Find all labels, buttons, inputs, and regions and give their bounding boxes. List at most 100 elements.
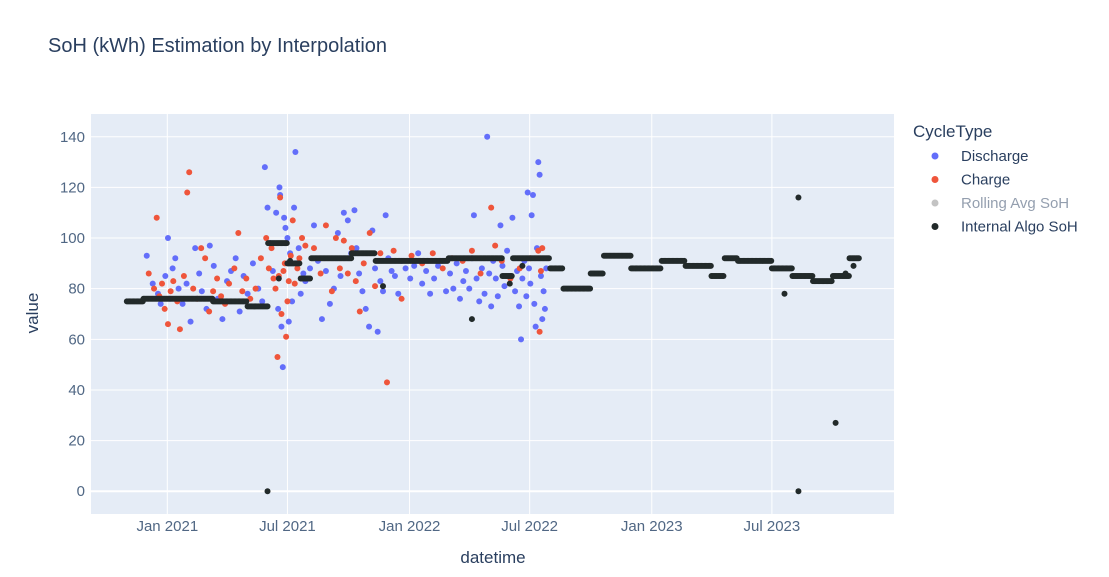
data-point xyxy=(340,237,347,244)
x-tick-labels: Jan 2021 Jul 2021 Jan 2022 Jul 2022 Jan 2023… xyxy=(136,518,800,535)
y-tick-label: 140 xyxy=(60,129,85,146)
data-point xyxy=(356,308,363,315)
data-point xyxy=(299,235,306,242)
data-point xyxy=(283,333,290,340)
data-point xyxy=(265,265,272,272)
data-point xyxy=(252,285,259,292)
data-point xyxy=(149,280,156,287)
data-point xyxy=(527,280,534,287)
data-point xyxy=(380,288,386,295)
data-point xyxy=(450,285,457,292)
data-point xyxy=(272,285,279,292)
data-point xyxy=(478,265,485,272)
data-point xyxy=(145,270,152,277)
data-point xyxy=(366,323,373,330)
data-point xyxy=(291,204,298,211)
data-point xyxy=(282,224,289,231)
y-axis-title: value xyxy=(23,293,42,334)
data-point xyxy=(249,260,256,267)
data-point xyxy=(587,285,594,292)
data-point xyxy=(239,288,246,295)
data-point xyxy=(291,280,298,287)
data-point xyxy=(832,419,839,426)
data-point xyxy=(627,252,634,259)
data-point xyxy=(402,265,409,272)
data-point xyxy=(284,298,291,305)
data-point xyxy=(360,260,367,267)
data-point xyxy=(278,311,285,317)
data-point xyxy=(509,214,516,221)
x-tick-label: Jan 2023 xyxy=(621,518,683,535)
data-point xyxy=(294,265,301,272)
data-point xyxy=(681,257,688,264)
data-point xyxy=(226,280,233,287)
data-point xyxy=(336,265,343,272)
y-tick-label: 120 xyxy=(60,179,85,196)
data-point xyxy=(183,280,190,287)
data-point xyxy=(382,212,389,219)
data-point xyxy=(362,305,369,312)
data-point xyxy=(809,273,816,280)
data-point xyxy=(340,209,347,216)
data-point xyxy=(484,133,491,140)
data-point xyxy=(348,245,355,252)
data-point xyxy=(167,288,174,295)
y-tick-label: 80 xyxy=(68,281,85,298)
data-point xyxy=(218,293,225,300)
data-point xyxy=(504,247,511,254)
y-tick-label: 20 xyxy=(68,433,85,450)
data-point xyxy=(295,245,302,252)
data-point xyxy=(768,257,775,264)
data-point xyxy=(468,316,475,323)
data-point xyxy=(164,235,171,242)
data-point xyxy=(842,270,849,277)
data-point xyxy=(344,217,351,224)
data-point xyxy=(541,305,548,312)
data-point xyxy=(184,189,191,196)
plot-area xyxy=(91,114,894,514)
data-point xyxy=(287,257,294,264)
data-point xyxy=(161,305,168,312)
data-point xyxy=(307,265,313,272)
data-point xyxy=(390,247,397,254)
data-point xyxy=(359,288,366,295)
data-point xyxy=(383,379,390,386)
legend-item: Internal Algo SoH xyxy=(931,219,1078,236)
data-point xyxy=(377,250,384,257)
x-tick-label: Jul 2022 xyxy=(501,518,558,535)
data-point xyxy=(292,148,299,155)
data-point xyxy=(263,235,270,242)
data-point xyxy=(235,229,242,236)
legend-item: Discharge xyxy=(931,148,1029,165)
data-point xyxy=(275,275,282,282)
data-point xyxy=(720,273,727,280)
data-point xyxy=(302,242,309,249)
data-point xyxy=(518,336,525,343)
data-point xyxy=(372,265,379,272)
data-point xyxy=(453,260,460,267)
data-point xyxy=(289,298,296,305)
data-point xyxy=(427,290,434,297)
data-point xyxy=(795,194,802,201)
data-point xyxy=(332,235,339,242)
data-point xyxy=(322,267,329,274)
data-point xyxy=(466,285,473,292)
data-point xyxy=(473,275,480,282)
data-point xyxy=(264,204,271,211)
x-tick-label: Jan 2022 xyxy=(379,518,441,535)
legend-marker xyxy=(931,199,939,207)
data-point xyxy=(828,278,835,285)
legend-item: Charge xyxy=(931,172,1010,189)
legend-marker xyxy=(931,176,939,183)
data-point xyxy=(407,275,414,282)
data-point xyxy=(236,308,243,315)
data-point xyxy=(519,275,526,282)
data-point xyxy=(244,290,251,297)
data-point xyxy=(153,214,160,221)
data-point xyxy=(477,270,484,277)
data-point xyxy=(143,252,150,259)
data-point xyxy=(187,318,194,325)
data-point xyxy=(348,255,355,262)
y-tick-label: 40 xyxy=(68,382,85,399)
data-point xyxy=(526,265,532,272)
